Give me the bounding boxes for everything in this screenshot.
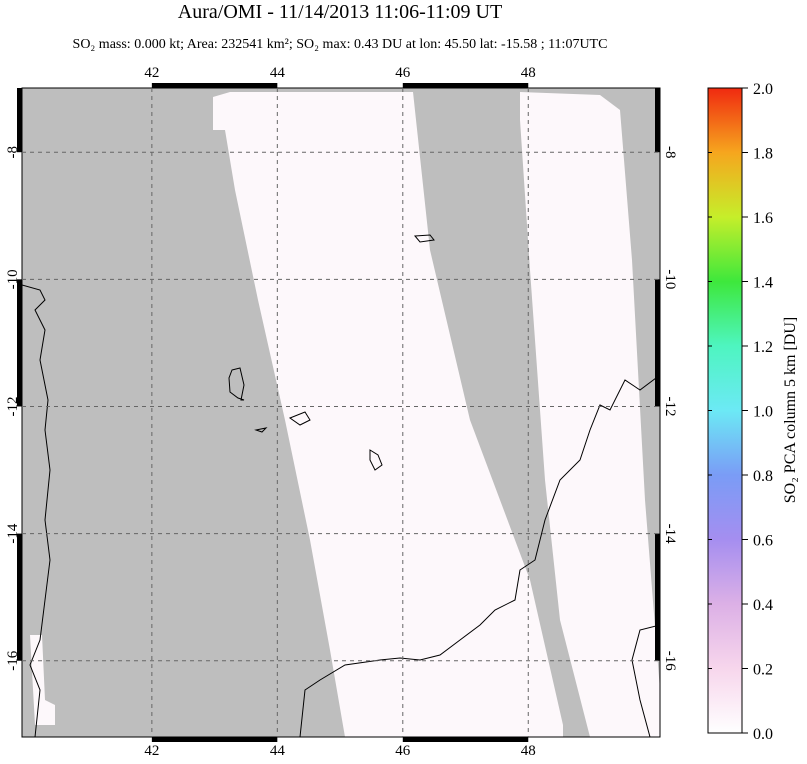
lon-tick-label: 44 (270, 65, 286, 81)
colorbar-tick-label: 0.6 (753, 533, 773, 550)
map-area (22, 88, 660, 737)
colorbar-tick-label: 1.2 (753, 339, 773, 356)
frame-bar (655, 533, 660, 661)
lon-tick-label: 44 (270, 743, 286, 759)
coastline (22, 284, 51, 737)
colorbar-tick-label: 2.0 (753, 81, 773, 98)
colorbar-tick-label: 0.4 (753, 597, 773, 614)
subtitle: SO₂ mass: 0.000 kt; Area: 232541 km²; SO… (73, 37, 608, 52)
frame-bar (655, 88, 660, 153)
colorbar-tick-label: 1.4 (753, 275, 773, 292)
frame-bar (402, 737, 529, 742)
frame-bar (151, 737, 278, 742)
colorbar-tick-label: 0.2 (753, 662, 773, 679)
lat-tick-label: -14 (662, 524, 678, 544)
frame-bar (655, 279, 660, 407)
swath (30, 635, 55, 725)
frame-bar (17, 533, 22, 661)
swath (213, 92, 563, 737)
coastline (299, 374, 660, 737)
lat-tick-label: -10 (662, 269, 678, 289)
lat-tick-label: -14 (5, 523, 21, 543)
colorbar-tick-label: 1.6 (753, 210, 773, 227)
lon-tick-label: 46 (395, 743, 411, 759)
lat-tick-label: -12 (662, 396, 678, 416)
title: Aura/OMI - 11/14/2013 11:06-11:09 UT (178, 1, 502, 23)
lon-tick-label: 48 (521, 743, 536, 759)
colorbar-tick-label: 1.8 (753, 146, 773, 163)
map-frame (21, 87, 661, 738)
frame-bar (151, 83, 278, 88)
colorbar-tick-label: 0.8 (753, 468, 773, 485)
lat-tick-label: -16 (5, 650, 21, 670)
lat-tick-label: -10 (5, 269, 21, 289)
lat-tick-label: -8 (5, 146, 21, 159)
frame-bar (402, 83, 529, 88)
lon-tick-label: 48 (521, 65, 536, 81)
colorbar-label: SO₂ PCA column 5 km [DU] (782, 317, 799, 503)
frame-bar (17, 279, 22, 407)
coastline (631, 624, 660, 737)
lat-tick-label: -12 (5, 396, 21, 416)
colorbar-tick-label: 1.0 (753, 404, 773, 421)
lon-tick-label: 42 (144, 65, 159, 81)
swath (520, 92, 660, 737)
coastline (254, 234, 435, 471)
colorbar (707, 87, 743, 734)
lon-tick-label: 42 (144, 743, 159, 759)
colorbar-tick-label: 0.0 (753, 726, 773, 743)
frame-bar (17, 88, 22, 153)
lat-tick-label: -16 (662, 651, 678, 671)
lat-tick-label: -8 (662, 146, 678, 159)
lon-tick-label: 46 (395, 65, 411, 81)
coastline (228, 367, 245, 401)
